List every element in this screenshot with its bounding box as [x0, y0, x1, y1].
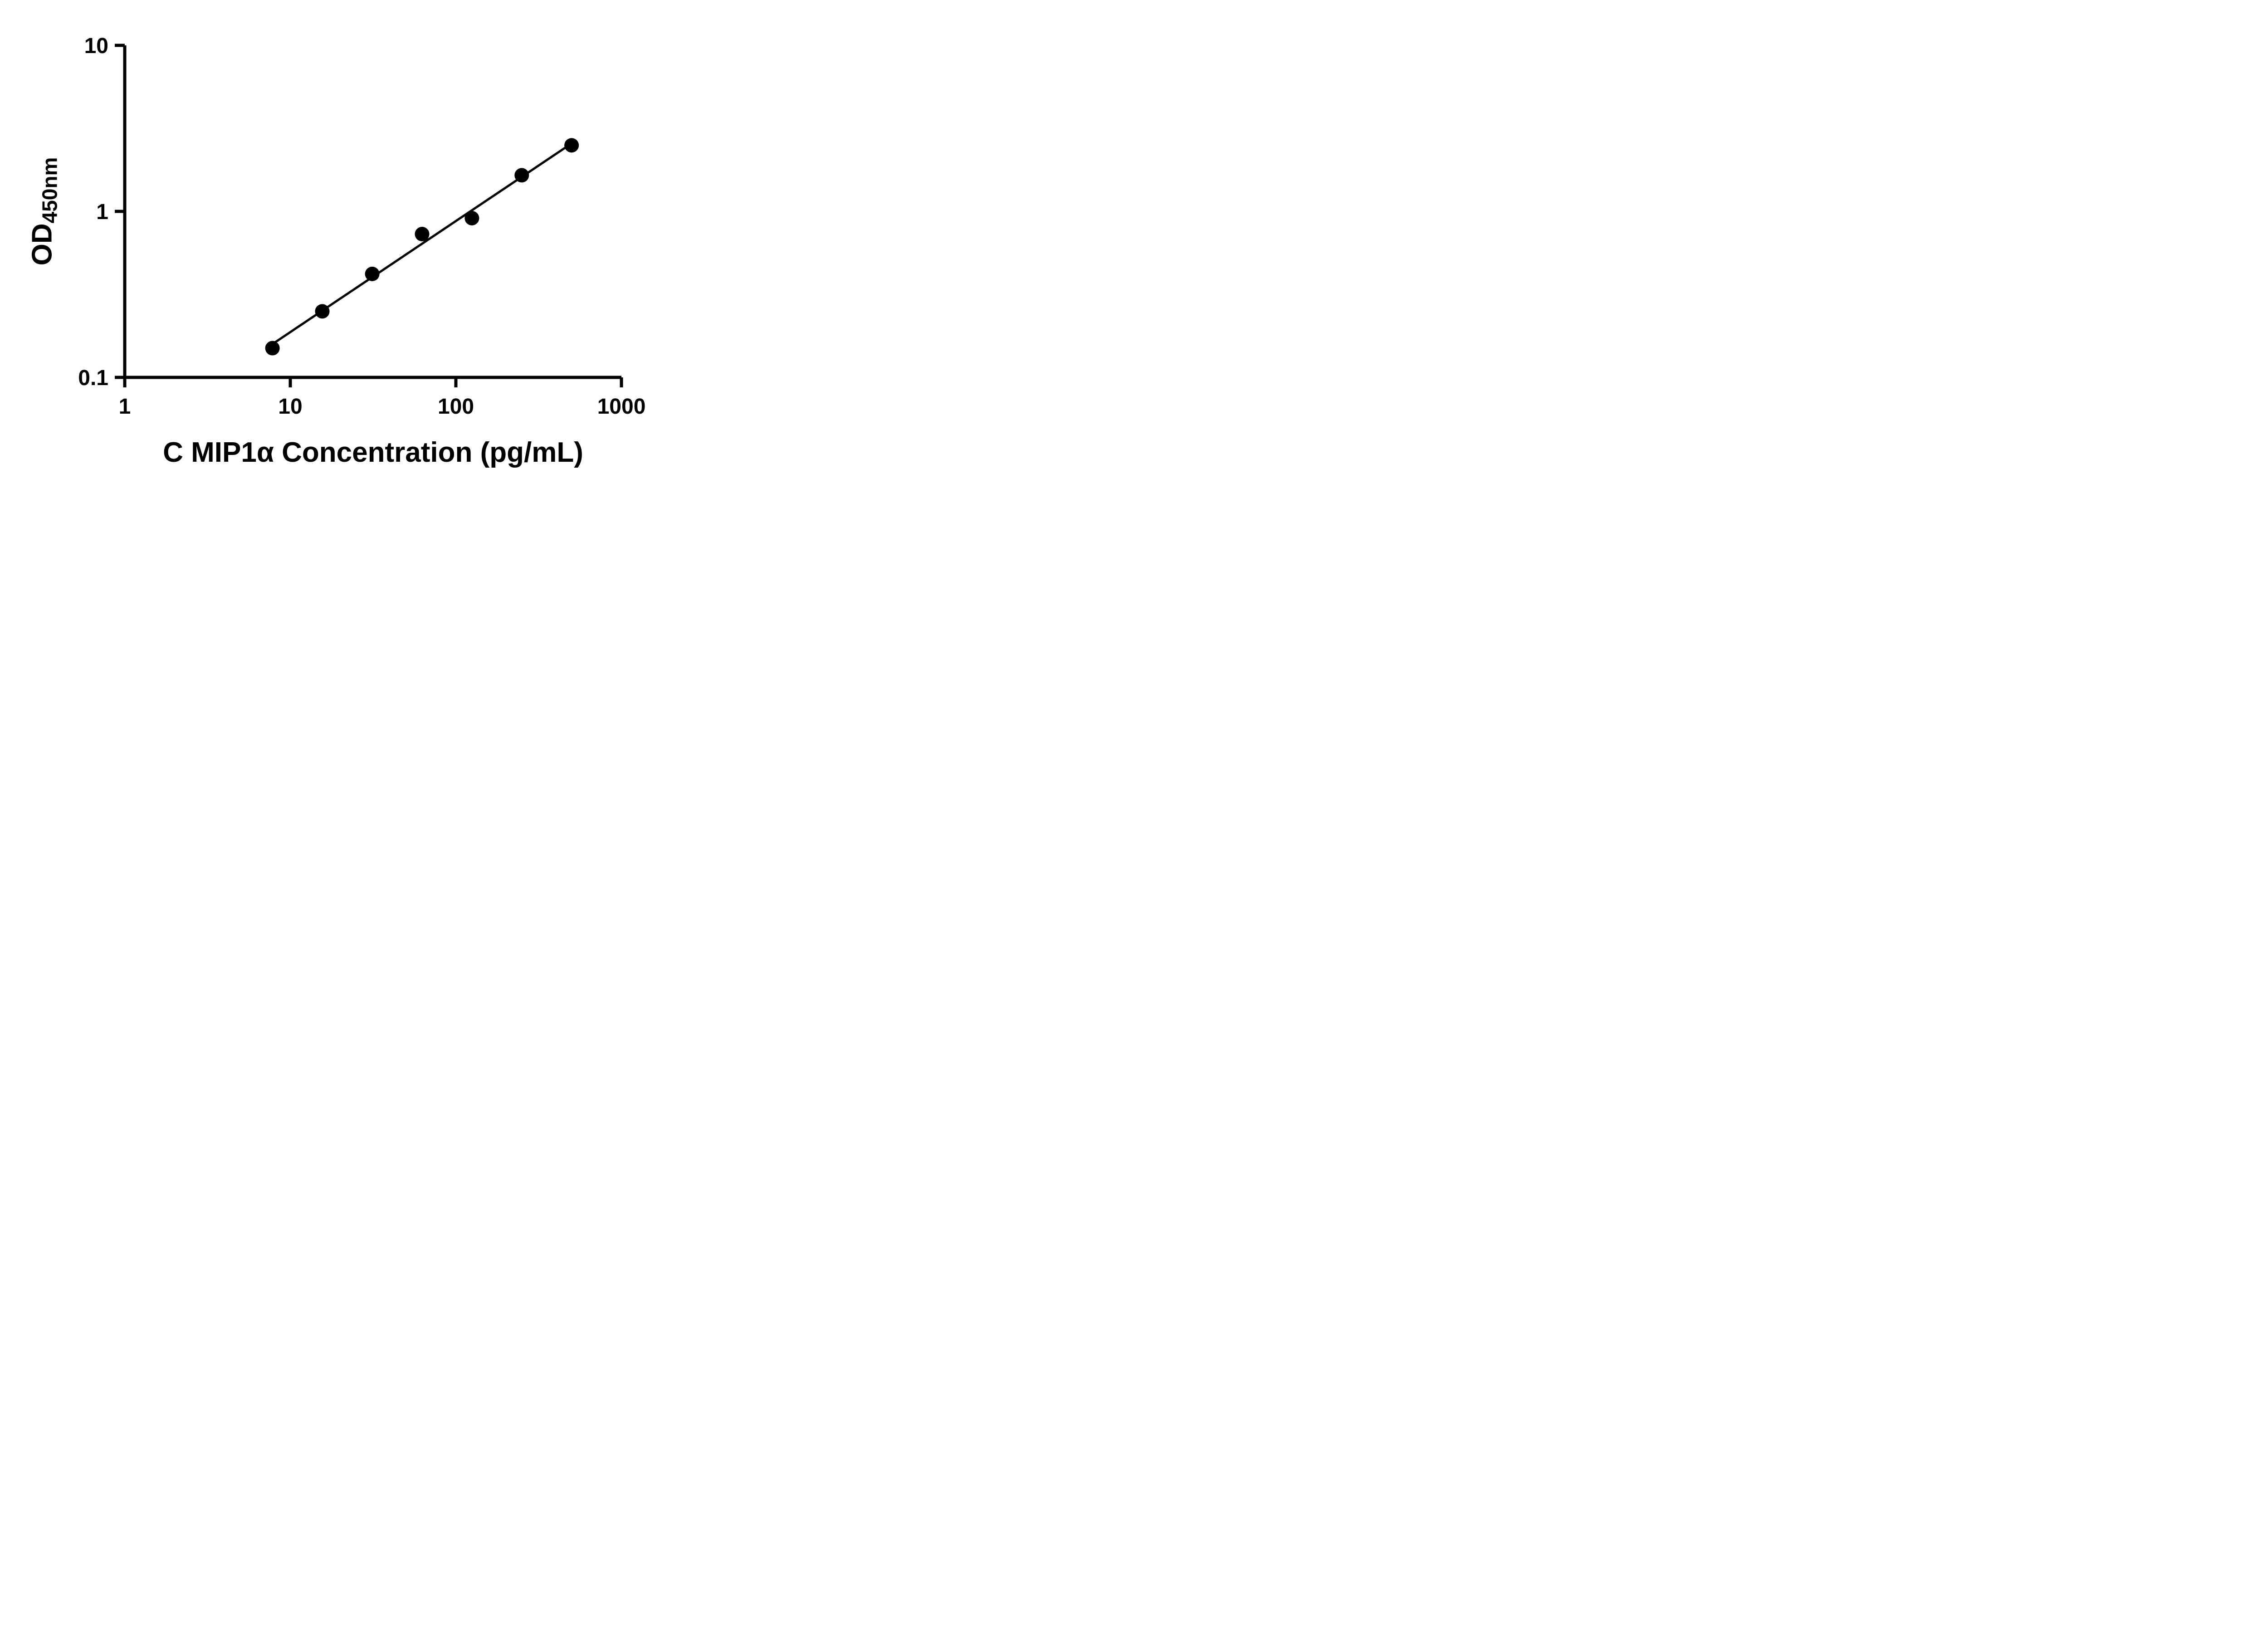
y-tick-label: 10 [84, 34, 108, 58]
standard-curve-figure: 1 10 100 1000 0.1 1 10 C MIP1α Concentration (… [0, 0, 689, 491]
y-tick-label: 1 [96, 200, 108, 224]
x-axis-title: C MIP1α Concentration (pg/mL) [125, 436, 621, 469]
plot-area: 1 10 100 1000 0.1 1 10 [78, 34, 646, 419]
data-point [514, 168, 529, 183]
x-tick-label: 1 [119, 395, 131, 419]
data-point [464, 210, 479, 225]
x-tick-label: 10 [278, 395, 302, 419]
x-axis-title-text: C MIP1α Concentration (pg/mL) [163, 437, 583, 468]
y-axis-title-text: OD [26, 223, 58, 266]
y-axis-title: OD450nm [26, 157, 62, 266]
x-tick-label: 1000 [597, 395, 646, 419]
x-tick-label: 100 [438, 395, 474, 419]
data-point [415, 227, 430, 242]
data-point [315, 304, 330, 319]
y-axis-title-subscript: 450nm [38, 157, 62, 224]
y-tick-label: 0.1 [78, 366, 108, 390]
data-point [265, 341, 280, 356]
data-point [365, 266, 380, 281]
data-point [564, 138, 579, 153]
axes-lines [123, 45, 621, 379]
